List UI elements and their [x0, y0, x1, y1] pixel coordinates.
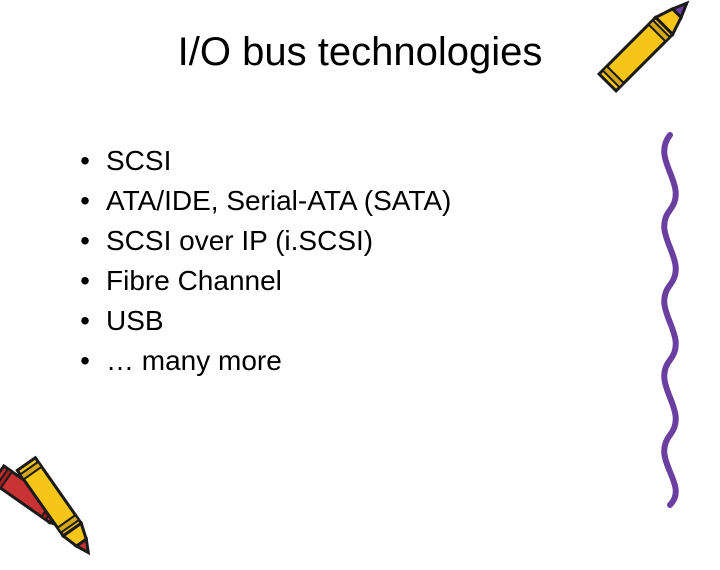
list-item-text: USB: [106, 305, 164, 337]
bullet-marker: •: [70, 225, 100, 257]
list-item-text: … many more: [106, 345, 282, 377]
list-item: • … many more: [70, 345, 451, 377]
list-item: • ATA/IDE, Serial-ATA (SATA): [70, 185, 451, 217]
crayons-icon: [0, 390, 160, 570]
squiggle-icon: [640, 130, 700, 510]
list-item: • SCSI over IP (i.SCSI): [70, 225, 451, 257]
list-item: • USB: [70, 305, 451, 337]
list-item: • SCSI: [70, 145, 451, 177]
bullet-marker: •: [70, 305, 100, 337]
bullet-marker: •: [70, 185, 100, 217]
list-item-text: SCSI over IP (i.SCSI): [106, 225, 373, 257]
bullet-marker: •: [70, 265, 100, 297]
list-item: • Fibre Channel: [70, 265, 451, 297]
list-item-text: Fibre Channel: [106, 265, 282, 297]
bullet-marker: •: [70, 145, 100, 177]
list-item-text: ATA/IDE, Serial-ATA (SATA): [106, 185, 451, 217]
crayon-icon: [570, 0, 720, 140]
bullet-list: • SCSI • ATA/IDE, Serial-ATA (SATA) • SC…: [70, 145, 451, 385]
list-item-text: SCSI: [106, 145, 171, 177]
bullet-marker: •: [70, 345, 100, 377]
